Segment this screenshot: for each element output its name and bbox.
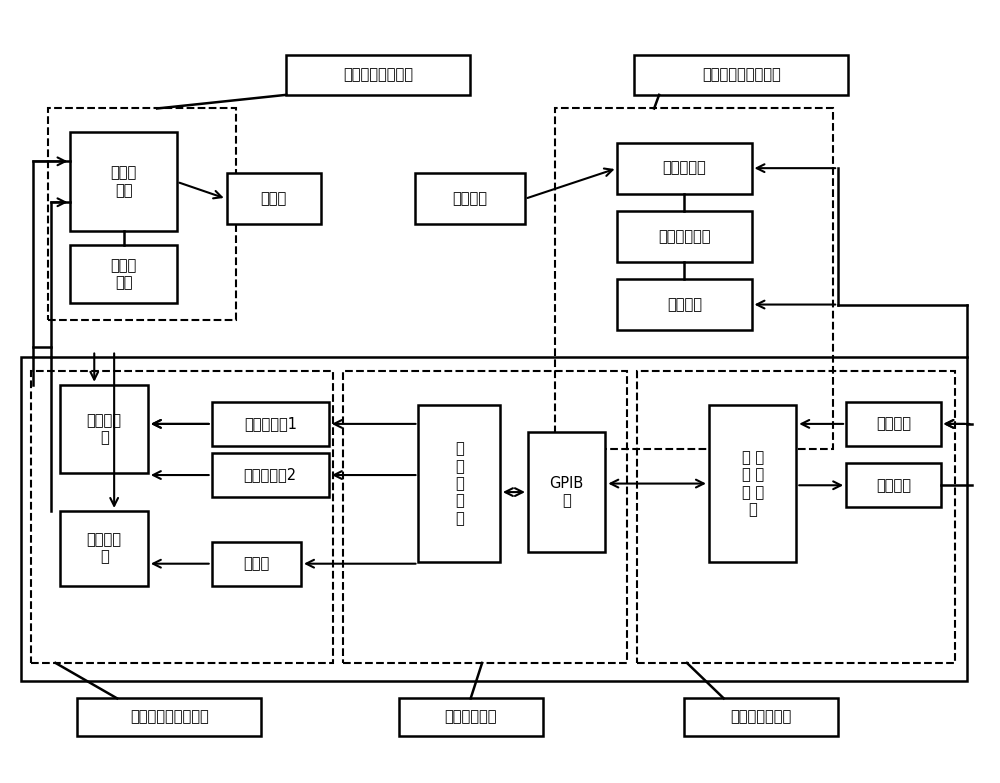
Bar <box>555 109 833 449</box>
Text: 多轴控制卡2: 多轴控制卡2 <box>244 467 297 482</box>
Text: 发射升
降架: 发射升 降架 <box>110 258 137 290</box>
Text: GPIB
卡: GPIB 卡 <box>550 476 584 508</box>
Bar <box>286 56 470 95</box>
Text: 多轴控制卡1: 多轴控制卡1 <box>244 417 297 431</box>
Bar <box>528 432 605 552</box>
Bar <box>48 109 236 320</box>
Bar <box>709 405 796 562</box>
Text: 方位转台: 方位转台 <box>667 297 702 312</box>
Bar <box>212 542 301 586</box>
Bar <box>637 371 955 663</box>
Text: 发射极
化器: 发射极 化器 <box>110 165 137 198</box>
Bar <box>846 463 941 507</box>
Text: 位置控制
器: 位置控制 器 <box>87 413 122 446</box>
Bar <box>617 279 752 330</box>
Bar <box>212 453 329 497</box>
Bar <box>418 405 500 562</box>
Bar <box>415 173 525 225</box>
Text: 接收端口: 接收端口 <box>876 417 911 431</box>
Bar <box>70 245 177 303</box>
Bar <box>846 402 941 446</box>
Text: 源天线: 源天线 <box>261 191 287 207</box>
Bar <box>77 698 261 736</box>
Text: 计算机子系统: 计算机子系统 <box>444 709 497 724</box>
Bar <box>212 402 329 446</box>
Text: 一维平动装置: 一维平动装置 <box>658 229 711 244</box>
Bar <box>60 511 148 586</box>
Bar <box>227 173 321 225</box>
Text: 引信天线: 引信天线 <box>453 191 488 207</box>
Bar <box>399 698 543 736</box>
Text: 控
制
计
算
机: 控 制 计 算 机 <box>455 442 464 526</box>
Text: 发射端口: 发射端口 <box>876 478 911 493</box>
Bar <box>31 371 333 663</box>
Bar <box>684 698 838 736</box>
Bar <box>617 211 752 262</box>
Bar <box>70 132 177 231</box>
Bar <box>617 143 752 193</box>
Text: 发射接收子系统: 发射接收子系统 <box>730 709 792 724</box>
Text: 矢 量
网 络
分 析
仪: 矢 量 网 络 分 析 仪 <box>742 450 764 517</box>
Bar <box>60 384 148 474</box>
Text: 发射极化器子系统: 发射极化器子系统 <box>343 67 413 82</box>
Text: 天线极化器: 天线极化器 <box>663 161 706 175</box>
Bar <box>21 357 967 681</box>
Bar <box>343 371 627 663</box>
Text: 伺服驱动数显子系统: 伺服驱动数显子系统 <box>130 709 209 724</box>
Text: 天线接收转台子系统: 天线接收转台子系统 <box>702 67 781 82</box>
Bar <box>634 56 848 95</box>
Text: 显示卡: 显示卡 <box>243 556 269 571</box>
Text: 位置显示
器: 位置显示 器 <box>87 532 122 565</box>
